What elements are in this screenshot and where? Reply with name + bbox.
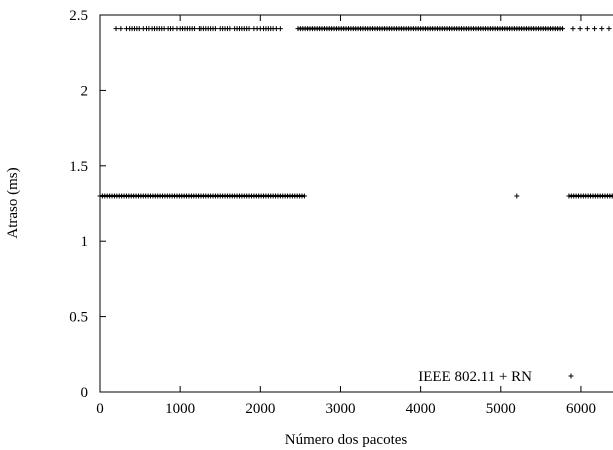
y-tick-label: 1 bbox=[81, 234, 89, 250]
data-point bbox=[118, 26, 124, 32]
legend-marker-plus bbox=[568, 373, 574, 379]
x-axis-title: Número dos pacotes bbox=[285, 432, 408, 448]
data-point bbox=[227, 26, 233, 32]
data-point bbox=[606, 26, 612, 32]
series-ieee-802-11-rn bbox=[97, 26, 613, 199]
y-tick-label: 0 bbox=[81, 385, 89, 401]
y-tick-label: 2.5 bbox=[69, 8, 88, 24]
legend-marker bbox=[568, 373, 574, 379]
data-point bbox=[584, 26, 590, 32]
x-tick-label: 0 bbox=[96, 401, 104, 417]
data-point bbox=[277, 26, 283, 32]
y-axis-title: Atraso (ms) bbox=[5, 167, 21, 238]
legend: IEEE 802.11 + RN bbox=[418, 369, 574, 385]
data-point bbox=[599, 26, 605, 32]
x-tick-label: 6000 bbox=[566, 401, 596, 417]
x-tick-label: 4000 bbox=[406, 401, 436, 417]
x-tick-label: 1000 bbox=[165, 401, 195, 417]
data-point bbox=[577, 26, 583, 32]
y-tick-label: 1.5 bbox=[69, 159, 88, 175]
data-point bbox=[592, 26, 598, 32]
data-point bbox=[570, 26, 576, 32]
plot-border bbox=[99, 14, 613, 393]
data-point bbox=[192, 26, 198, 32]
legend-label: IEEE 802.11 + RN bbox=[418, 369, 532, 385]
y-tick-label: 0.5 bbox=[69, 310, 88, 326]
x-tick-label: 3000 bbox=[325, 401, 355, 417]
x-axis: 0 1000 2000 3000 4000 5000 6000 bbox=[96, 15, 596, 417]
data-point bbox=[514, 193, 520, 199]
data-point bbox=[246, 26, 252, 32]
plot-frame bbox=[99, 14, 613, 393]
y-axis: 0 0.5 1 1.5 2 2.5 bbox=[69, 8, 106, 401]
y-tick-label: 2 bbox=[81, 83, 89, 99]
data-point bbox=[212, 26, 218, 32]
x-tick-label: 2000 bbox=[245, 401, 275, 417]
data-point bbox=[113, 26, 119, 32]
x-tick-label: 5000 bbox=[486, 401, 516, 417]
